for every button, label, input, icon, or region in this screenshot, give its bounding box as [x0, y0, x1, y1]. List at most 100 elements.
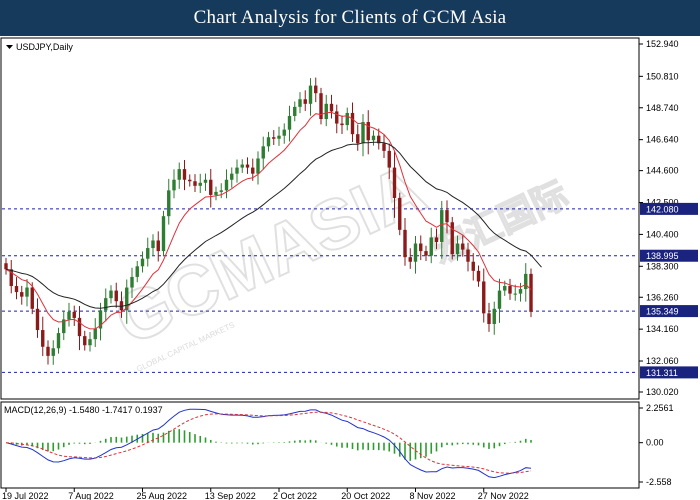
level-label-box [640, 249, 698, 262]
bear-candle [4, 263, 8, 270]
bull-candle [261, 146, 265, 159]
bear-candle [245, 164, 250, 168]
bull-candle [146, 248, 150, 259]
bull-candle [455, 243, 460, 255]
bull-candle [135, 266, 139, 277]
bear-candle [35, 308, 40, 331]
bull-candle [224, 179, 229, 191]
time-tick-label: 2 Oct 2022 [273, 491, 317, 500]
bear-candle [450, 222, 454, 255]
bull-candle [277, 135, 281, 139]
bull-candle [429, 237, 433, 256]
price-tick-label: 136.260 [646, 292, 679, 302]
bull-candle [130, 276, 134, 288]
time-tick-label: 20 Oct 2022 [341, 491, 390, 500]
bull-candle [440, 210, 444, 242]
bull-candle [198, 182, 202, 186]
bull-candle [413, 243, 418, 262]
bear-candle [340, 123, 344, 126]
symbol-dropdown-icon[interactable] [6, 45, 13, 49]
bull-candle [256, 158, 260, 174]
bull-candle [266, 137, 271, 147]
time-tick-label: 8 Nov 2022 [410, 491, 456, 500]
bear-candle [193, 181, 197, 186]
bull-candle [324, 103, 328, 120]
bull-candle [345, 112, 349, 126]
bear-candle [77, 317, 82, 337]
slow-ma-line [5, 141, 542, 309]
bull-candle [230, 173, 234, 180]
symbol-label: USDJPY,Daily [16, 42, 73, 52]
bear-candle [9, 269, 13, 287]
bull-candle [524, 273, 528, 290]
bear-candle [476, 270, 481, 282]
macd-indicator [5, 408, 532, 479]
bear-candle [72, 311, 76, 318]
bull-candle [203, 179, 208, 183]
moving-averages [5, 111, 542, 330]
level-label-box [640, 305, 698, 318]
bull-candle [104, 298, 108, 311]
bear-candle [392, 167, 397, 198]
time-tick-label: 27 Nov 2022 [478, 491, 529, 500]
bull-candle [88, 339, 92, 346]
bear-candle [41, 330, 45, 347]
bear-candle [366, 122, 370, 141]
bear-candle [382, 143, 386, 151]
macd-frame [0, 401, 640, 489]
bear-candle [14, 286, 19, 293]
bull-candle [492, 308, 496, 324]
bull-candle [513, 293, 517, 295]
banner-title: Chart Analysis for Clients of GCM Asia [193, 7, 507, 28]
price-chart[interactable]: GCMASIA 宏汇国际 GLOBAL CAPITAL MARKETS 152.… [0, 36, 700, 500]
bull-candle [67, 311, 71, 320]
bull-candle [293, 106, 297, 116]
price-tick-label: 146.640 [646, 135, 679, 145]
time-tick-label: 7 Aug 2022 [68, 491, 114, 500]
bear-candle [529, 273, 533, 312]
bear-candle [46, 346, 50, 356]
price-tick-label: 142.500 [646, 198, 679, 208]
bear-candle [487, 313, 491, 324]
level-label: 131.311 [646, 368, 678, 378]
bull-candle [308, 85, 313, 104]
bear-candle [424, 251, 428, 256]
bull-candle [151, 240, 155, 249]
bear-candle [482, 281, 486, 314]
bear-candle [471, 261, 475, 271]
bull-candle [503, 286, 507, 291]
bull-candle [518, 289, 523, 294]
bull-candle [51, 348, 55, 356]
price-axis: 152.940 150.810 148.740 146.640 144.600 142.5… [639, 39, 679, 397]
bull-candle [25, 287, 29, 297]
macd-main-line [5, 408, 532, 479]
bear-candle [114, 290, 118, 302]
macd-tick-label: 0.00 [646, 438, 664, 448]
price-tick-label: 138.300 [646, 261, 679, 271]
bear-candle [314, 85, 318, 94]
bear-candle [387, 150, 391, 168]
bear-candle [408, 257, 412, 262]
bull-candle [361, 122, 365, 144]
bear-candle [20, 292, 24, 297]
bull-candle [497, 290, 502, 309]
level-label: 135.349 [646, 307, 679, 317]
candlestick-series [4, 77, 533, 365]
bear-candle [335, 111, 339, 124]
bull-candle [140, 258, 145, 267]
bear-candle [329, 103, 334, 112]
bull-candle [371, 135, 376, 141]
bear-candle [434, 237, 439, 242]
bear-candle [182, 169, 187, 180]
bull-candle [282, 129, 286, 136]
bull-candle [167, 190, 171, 217]
bull-candle [109, 290, 113, 299]
fast-ma-line [5, 111, 532, 330]
bull-candle [93, 328, 97, 340]
price-tick-label: 144.600 [646, 166, 679, 176]
bear-candle [466, 249, 470, 262]
price-tick-label: 130.020 [646, 387, 679, 397]
time-axis: 19 Jul 2022 7 Aug 2022 25 Aug 2022 13 Sep 2… [2, 488, 529, 500]
level-label-box [640, 202, 698, 215]
time-tick-label: 25 Aug 2022 [137, 491, 188, 500]
